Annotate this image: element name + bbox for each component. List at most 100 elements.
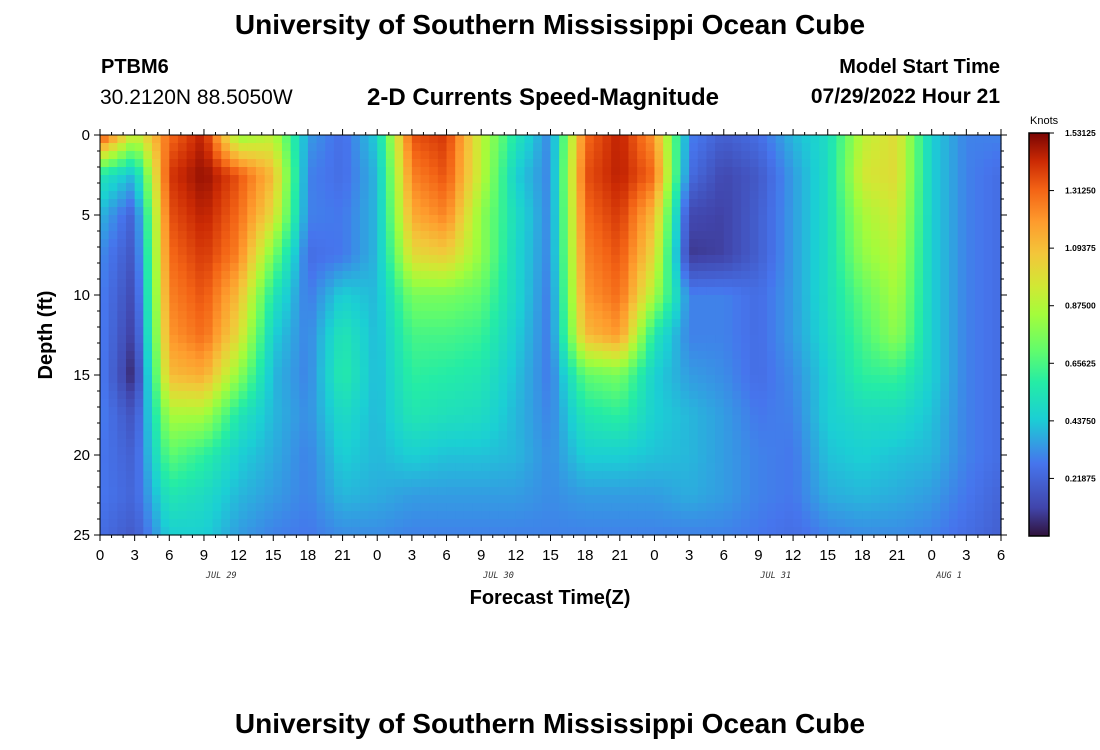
heatmap-cell [203,399,214,408]
heatmap-cell [593,199,604,208]
heatmap-cell [793,375,803,384]
heatmap-cell [429,303,439,312]
heatmap-cell [359,367,370,376]
heatmap-cell [775,255,786,264]
heatmap-cell [793,231,803,240]
heatmap-cell [420,263,430,272]
heatmap-cell [524,503,534,512]
heatmap-cell [992,231,1002,240]
heatmap-cell [983,431,993,440]
heatmap-cell [680,231,690,240]
heatmap-cell [940,247,950,256]
heatmap-cell [290,407,300,416]
heatmap-cell [394,295,404,304]
heatmap-cell [689,215,699,224]
heatmap-cell [628,463,638,472]
heatmap-cell [559,343,569,352]
heatmap-cell [749,391,760,400]
heatmap-cell [212,311,222,320]
heatmap-cell [975,335,985,344]
heatmap-cell [611,199,621,208]
heatmap-cell [645,239,656,248]
heatmap-cell [169,279,179,288]
heatmap-cell [455,287,465,296]
heatmap-cell [489,503,500,512]
heatmap-cell [619,447,630,456]
heatmap-cell [429,471,439,480]
heatmap-cell [368,335,378,344]
heatmap-cell [160,335,170,344]
heatmap-cell [645,183,656,192]
heatmap-cell [377,471,387,480]
heatmap-cell [229,231,240,240]
heatmap-cell [515,375,526,384]
heatmap-cell [940,191,950,200]
heatmap-cell [100,327,110,336]
heatmap-cell [992,143,1002,152]
heatmap-cell [169,335,179,344]
heatmap-cell [567,423,578,432]
heatmap-cell [680,487,690,496]
heatmap-cell [914,479,924,488]
heatmap-cell [255,503,266,512]
heatmap-cell [247,239,257,248]
heatmap-cell [134,415,144,424]
heatmap-cell [125,247,136,256]
heatmap-cell [593,311,604,320]
heatmap-cell [992,415,1002,424]
heatmap-cell [931,231,941,240]
heatmap-cell [100,455,110,464]
heatmap-cell [550,143,560,152]
heatmap-cell [177,503,188,512]
heatmap-cell [342,279,352,288]
heatmap-cell [368,135,378,144]
heatmap-cell [151,391,162,400]
heatmap-cell [333,143,344,152]
heatmap-cell [845,311,855,320]
heatmap-cell [351,367,361,376]
heatmap-cell [108,215,118,224]
heatmap-cell [273,287,283,296]
heatmap-cell [498,319,508,328]
heatmap-cell [723,207,734,216]
heatmap-cell [299,415,309,424]
heatmap-cell [845,511,855,520]
heatmap-cell [819,207,829,216]
heatmap-cell [663,175,673,184]
heatmap-cell [940,199,950,208]
heatmap-cells [100,135,1002,536]
heatmap-cell [550,431,560,440]
heatmap-cell [325,263,335,272]
heatmap-cell [793,255,803,264]
heatmap-cell [559,423,569,432]
heatmap-cell [463,215,474,224]
heatmap-cell [567,431,578,440]
heatmap-cell [333,399,344,408]
heatmap-cell [437,239,448,248]
heatmap-cell [195,279,205,288]
heatmap-cell [273,239,283,248]
heatmap-cell [957,191,967,200]
heatmap-cell [507,295,517,304]
heatmap-cell [186,335,196,344]
heatmap-cell [663,511,673,520]
heatmap-cell [221,207,231,216]
heatmap-cell [108,223,118,232]
heatmap-cell [455,503,465,512]
heatmap-cell [767,303,777,312]
heatmap-cell [602,239,612,248]
heatmap-cell [143,239,153,248]
heatmap-cell [983,191,993,200]
heatmap-cell [507,247,517,256]
heatmap-cell [437,343,448,352]
heatmap-cell [923,471,933,480]
heatmap-cell [385,191,396,200]
heatmap-cell [368,463,378,472]
heatmap-cell [741,271,751,280]
heatmap-cell [671,351,682,360]
heatmap-cell [212,295,222,304]
heatmap-cell [663,311,673,320]
heatmap-cell [489,175,500,184]
heatmap-cell [585,279,595,288]
heatmap-cell [394,407,404,416]
